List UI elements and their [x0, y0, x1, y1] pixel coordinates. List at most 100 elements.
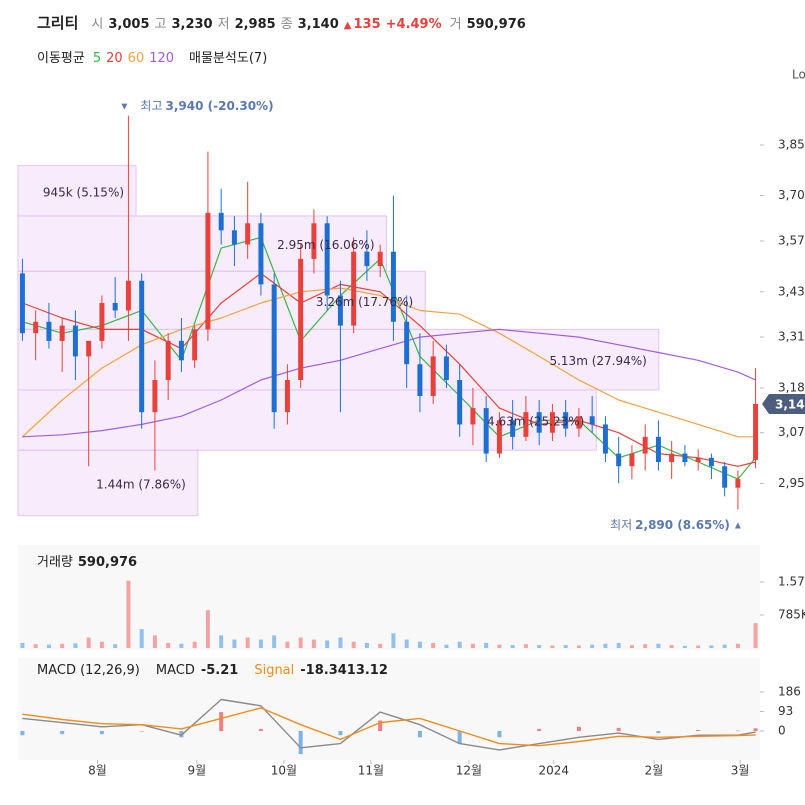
x-tick-label: 11월	[358, 764, 384, 778]
candle-body	[337, 295, 343, 326]
candle-body	[139, 280, 145, 413]
candle-body	[404, 321, 410, 365]
macd-histogram-bar	[338, 731, 343, 736]
ma-120[interactable]: 120	[149, 51, 175, 66]
volume-bar	[99, 641, 104, 648]
high-label: 최고	[140, 99, 162, 113]
ma-line	[22, 328, 756, 438]
volume-bar	[735, 643, 740, 648]
volume-label: 거	[449, 17, 462, 32]
macd-histogram-bar	[20, 731, 25, 736]
volume-bar	[404, 639, 409, 648]
volume-bar	[616, 642, 621, 648]
candle-body	[351, 251, 357, 326]
volume-bar	[139, 629, 144, 648]
y-tick-label: 3,570	[778, 233, 805, 247]
profile-title[interactable]: 매물분석도(7)	[189, 51, 268, 66]
macd-title: MACD (12,26,9)	[37, 663, 140, 678]
profile-label: 5.13m (27.94%)	[549, 354, 646, 368]
volume-bar	[152, 635, 157, 648]
volume-bar	[590, 644, 595, 648]
candle-body	[470, 408, 476, 425]
last-price-badge	[762, 394, 805, 415]
macd-histogram-bar	[179, 731, 184, 738]
candle-body	[152, 379, 158, 413]
volume-header: 거래량 590,976	[37, 551, 137, 570]
ma-5[interactable]: 5	[92, 51, 102, 66]
volume-bar	[325, 640, 330, 648]
candle-body	[72, 325, 78, 357]
candle-body	[218, 212, 224, 231]
volume-bar	[86, 637, 91, 648]
y-tick-label: 3,180	[778, 380, 805, 394]
macd-histogram-bar	[656, 731, 661, 734]
y-tick-label: 785K	[778, 607, 805, 621]
x-tick-label: 12월	[456, 764, 482, 778]
candle-body	[443, 356, 449, 380]
candle-body	[231, 230, 237, 245]
signal-value: -18.34	[300, 663, 347, 678]
histogram-value: 13.12	[346, 663, 388, 678]
macd-panel-bg	[18, 658, 760, 760]
volume-bar	[232, 639, 237, 648]
candle-body	[284, 379, 290, 413]
volume-bar	[245, 637, 250, 648]
y-tick-label: 2,950	[778, 476, 805, 490]
macd-line	[22, 707, 756, 747]
ma-20[interactable]: 20	[106, 51, 123, 66]
low-marker	[734, 522, 741, 529]
profile-bar	[17, 165, 137, 217]
candle-body	[33, 321, 39, 334]
macd-header: MACD (12,26,9) MACD -5.21 Signal -18.34 …	[37, 663, 388, 678]
y-tick-label: 3,070	[778, 425, 805, 439]
candle-body	[205, 212, 211, 330]
volume-bar	[629, 645, 634, 648]
volume-bar	[166, 642, 171, 648]
volume-bar	[497, 644, 502, 648]
candle-body	[722, 466, 728, 488]
close: 3,140	[297, 17, 339, 32]
volume-bar	[192, 641, 197, 648]
volume-bar	[46, 644, 51, 648]
ma-title[interactable]: 이동평균	[37, 51, 85, 66]
volume-bar	[753, 623, 758, 648]
candle-body	[59, 325, 65, 341]
candle-body	[642, 436, 648, 454]
x-tick-label: 10월	[271, 764, 297, 778]
volume-bar	[550, 645, 555, 648]
candle-body	[655, 436, 661, 463]
candle-body	[46, 321, 52, 341]
profile-label: 4.63m (25.23%)	[487, 415, 584, 429]
macd-value: -5.21	[200, 663, 239, 678]
candle-body	[324, 223, 330, 296]
ma-60[interactable]: 60	[127, 51, 145, 66]
volume-bar	[563, 645, 568, 648]
macd-histogram-bar	[298, 731, 303, 755]
x-tick-label: 2024	[538, 764, 569, 778]
profile-label: 1.44m (7.86%)	[96, 477, 186, 491]
volume-current: 590,976	[77, 555, 138, 570]
ma-line	[22, 236, 757, 480]
macd-histogram-bar	[258, 728, 263, 732]
candle-body	[298, 258, 304, 380]
y-tick-label: 3,430	[778, 284, 805, 298]
y-tick-label: 0	[778, 724, 786, 738]
volume-bar	[179, 643, 184, 648]
candle-body	[708, 457, 714, 467]
volume-bar	[391, 633, 396, 648]
macd-histogram-bar	[735, 730, 740, 732]
candle-body	[682, 453, 688, 463]
macd-histogram-bar	[60, 731, 65, 735]
volume-profile	[17, 165, 660, 517]
candle-body	[589, 416, 595, 425]
macd-histogram-bar	[417, 731, 422, 738]
change-arrow: ▲	[343, 20, 352, 31]
y-tick-label: 93	[778, 704, 793, 718]
candle-body	[245, 223, 251, 245]
volume-bar	[20, 642, 25, 648]
candle-body	[629, 453, 635, 467]
candle-body	[523, 412, 529, 437]
high-value: 3,940 (-20.30%)	[166, 99, 274, 113]
